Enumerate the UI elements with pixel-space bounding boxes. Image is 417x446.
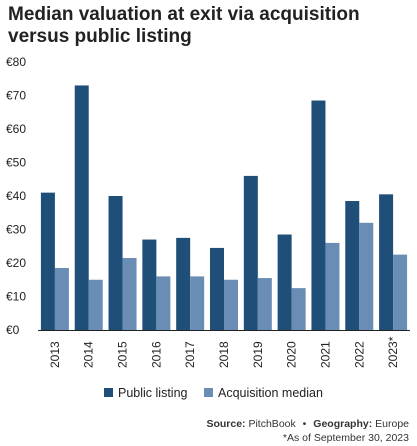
y-tick-label: €30 [6,223,26,237]
bar-acquisition-median [88,279,103,330]
bar-acquisition-median [325,242,340,330]
bar-acquisition-median [257,278,272,330]
footnote: *As of September 30, 2023 [282,432,409,444]
x-tick-label: 2015 [116,341,130,368]
source-label: Source: [206,418,246,430]
bar-acquisition-median [54,268,69,330]
y-tick-label: €20 [6,256,26,270]
chart-title: Median valuation at exit via acquisition… [8,4,360,47]
x-tick-label: 2022 [352,341,366,368]
geography-value: Europe [375,418,409,430]
x-tick-label: 2020 [285,341,299,368]
legend-label-public-listing: Public listing [118,386,188,400]
bar-public-listing [379,194,394,330]
bar-acquisition-median [393,254,408,330]
x-tick-label: 2019 [251,341,265,368]
bar-public-listing [142,239,157,330]
bar-acquisition-median [359,222,374,330]
footer-bullet: • [302,418,307,430]
bar-public-listing [176,237,191,330]
x-tick-label: 2013 [48,341,62,368]
bar-acquisition-median [291,288,306,330]
bar-acquisition-median [224,279,238,330]
x-tick-label: 2017 [183,341,197,368]
source-line: Source: PitchBook • Geography: Europe [206,418,409,430]
bar-acquisition-median [122,257,137,330]
bar-public-listing [210,247,224,330]
legend-swatch-acquisition-median [204,388,213,397]
bar-public-listing [311,100,326,331]
x-tick-label: 2021 [318,341,332,368]
x-tick-label: 2014 [82,341,96,368]
x-tick-label: 2023* [386,336,400,368]
y-tick-label: €0 [6,323,20,337]
bar-public-listing [40,192,55,330]
geography-label: Geography: [313,418,373,430]
bar-acquisition-median [190,276,205,330]
y-tick-label: €80 [6,55,26,69]
y-tick-label: €40 [6,189,26,203]
y-tick-label: €50 [6,156,26,170]
y-tick-label: €10 [6,290,26,304]
source-value: PitchBook [248,418,296,430]
x-tick-label: 2016 [149,341,163,368]
legend-label-acquisition-median: Acquisition median [218,386,323,400]
legend-swatch-public-listing [104,388,113,397]
x-tick-label: 2018 [217,341,231,368]
y-tick-label: €60 [6,122,26,136]
bar-acquisition-median [156,276,171,330]
bar-public-listing [74,85,89,330]
bar-public-listing [277,234,292,330]
y-tick-label: €70 [6,89,26,103]
bar-public-listing [243,175,258,330]
bar-public-listing [345,201,360,330]
bar-public-listing [108,196,123,330]
